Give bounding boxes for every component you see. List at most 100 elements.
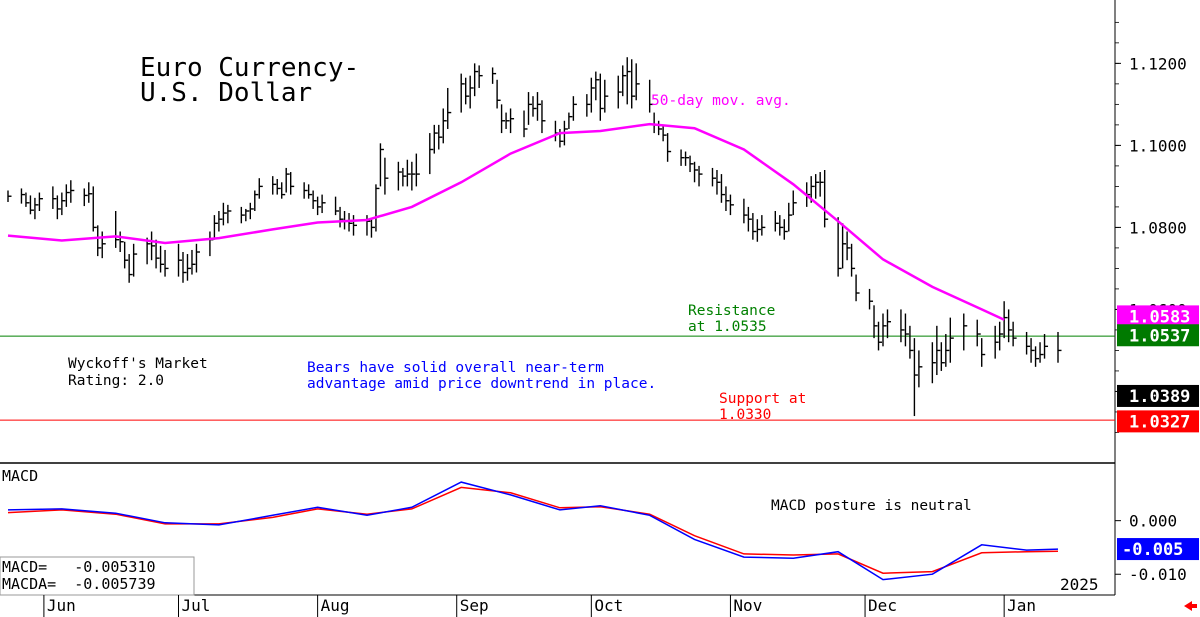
macd-readout: MACD= -0.005310 <box>2 558 156 576</box>
price-bar <box>491 67 497 84</box>
macd-readout-box <box>0 556 195 596</box>
price-bar <box>222 202 227 226</box>
price-bar <box>855 274 860 302</box>
price-bar <box>20 188 25 204</box>
macd-posture-annotation: MACD posture is neutral <box>771 498 972 514</box>
price-bar <box>429 133 434 175</box>
price-bar <box>500 104 506 134</box>
price-bar <box>819 172 824 197</box>
price-bar <box>949 317 954 363</box>
price-bar <box>761 215 766 236</box>
commentary-line-2: advantage amid price downtrend in place. <box>307 376 656 392</box>
macd-tag-label: -0.005 <box>1122 540 1183 560</box>
price-bar <box>406 159 411 187</box>
price-bar <box>572 96 577 121</box>
price-bar <box>873 305 878 339</box>
price-bar <box>792 190 797 216</box>
price-bar <box>316 196 322 216</box>
macda-readout: MACDA= -0.005739 <box>2 575 156 593</box>
price-bar <box>384 157 389 195</box>
price-bar <box>586 94 591 117</box>
price-bar <box>599 73 604 121</box>
price-bar <box>904 313 909 347</box>
x-axis-months: Jun Jul Aug Sep Oct Nov Dec Jan <box>43 595 1036 617</box>
price-bar <box>648 79 654 113</box>
price-tick-label: 1.0800 <box>1129 218 1187 237</box>
price-bar <box>1030 338 1035 363</box>
price-bar <box>496 79 501 109</box>
price-bar <box>725 186 730 211</box>
price-bar <box>97 225 102 257</box>
macd-lines-layer <box>7 481 1059 581</box>
price-bar <box>693 161 699 183</box>
price-bar <box>442 108 447 144</box>
price-tag-label: 1.0583 <box>1129 307 1190 327</box>
price-bar <box>352 215 358 236</box>
price-bar <box>433 124 438 154</box>
price-bar <box>411 161 416 191</box>
commentary-line-1: Bears have solid overall near-term <box>307 360 604 376</box>
month-label: Sep <box>460 596 489 615</box>
price-bar <box>25 192 30 207</box>
price-bar <box>339 206 344 228</box>
price-bar <box>774 210 779 232</box>
price-bar <box>213 215 218 240</box>
price-bar <box>227 204 232 224</box>
price-bar <box>150 231 156 261</box>
price-bar <box>438 124 443 150</box>
price-bar <box>814 174 820 199</box>
price-bar <box>289 172 295 195</box>
price-bar <box>626 57 631 105</box>
price-tag: 1.0583 <box>1117 305 1199 328</box>
price-bar <box>680 149 685 166</box>
scroll-left-arrow-icon[interactable] <box>1184 601 1197 611</box>
price-bar <box>101 231 106 259</box>
price-bar <box>662 124 667 142</box>
price-bar <box>689 155 694 173</box>
price-bar <box>604 79 609 113</box>
price-bar <box>281 182 286 199</box>
price-bar <box>370 219 375 238</box>
macd-series-line <box>7 481 1059 581</box>
price-bar <box>837 217 842 277</box>
price-bar <box>841 223 847 269</box>
horizontal-lines-layer <box>0 335 1115 421</box>
price-bar <box>240 206 245 224</box>
price-bar <box>684 151 690 166</box>
price-bar <box>666 133 672 162</box>
price-bar <box>276 179 281 195</box>
price-bar <box>783 219 788 240</box>
price-bar <box>123 241 129 269</box>
price-bar <box>994 325 999 359</box>
price-bar <box>379 143 384 187</box>
price-bar <box>218 210 223 232</box>
price-bar <box>70 180 75 203</box>
price-bar <box>460 73 465 113</box>
month-label: Dec <box>868 596 897 615</box>
price-bar <box>823 169 829 228</box>
price-bar <box>720 174 725 203</box>
month-label: Jan <box>1007 596 1036 615</box>
price-bar <box>622 65 627 97</box>
price-bar <box>850 243 856 277</box>
price-bar <box>752 213 757 240</box>
price-bar <box>7 190 12 202</box>
price-bar <box>114 210 120 248</box>
macd-y-axis: 0.000 -0.010 <box>1115 512 1187 584</box>
price-tag: 1.0537 <box>1117 324 1199 347</box>
price-bar <box>779 215 784 236</box>
price-bar <box>635 63 640 101</box>
price-bar <box>846 231 851 261</box>
price-bar <box>631 59 636 109</box>
price-bar <box>312 190 317 209</box>
price-tick-label: 1.1200 <box>1129 54 1187 73</box>
price-bar <box>464 77 470 105</box>
price-bar <box>523 110 528 138</box>
price-bar <box>272 176 277 195</box>
month-label: Oct <box>594 596 623 615</box>
price-bar <box>307 184 313 199</box>
price-bar <box>447 87 452 129</box>
price-bar <box>756 219 761 242</box>
